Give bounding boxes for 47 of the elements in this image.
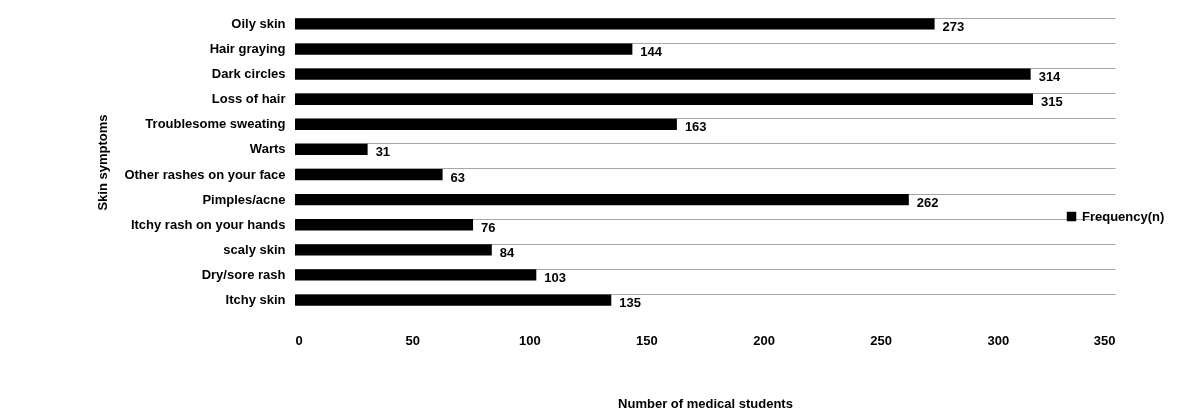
bar bbox=[295, 118, 677, 130]
bar bbox=[295, 294, 612, 306]
x-tick-label: 0 bbox=[295, 332, 303, 348]
y-tick-label: Dry/sore rash bbox=[201, 266, 286, 282]
x-tick-label: 100 bbox=[518, 332, 541, 348]
data-label: 315 bbox=[1041, 94, 1063, 110]
y-axis-title: Skin symptoms bbox=[95, 114, 111, 211]
y-tick-label: scaly skin bbox=[223, 241, 286, 257]
y-tick-label: Itchy skin bbox=[225, 292, 286, 308]
data-label: 262 bbox=[916, 194, 939, 210]
x-tick-label: 50 bbox=[405, 332, 420, 348]
y-tick-label: Troublesome sweating bbox=[145, 116, 286, 132]
data-label: 135 bbox=[619, 295, 641, 311]
data-label: 144 bbox=[640, 44, 663, 60]
bar bbox=[295, 168, 443, 181]
x-tick-label: 300 bbox=[987, 332, 1010, 348]
bar bbox=[295, 93, 1033, 105]
y-tick-label: Other rashes on your face bbox=[124, 166, 286, 182]
data-label: 273 bbox=[942, 18, 965, 34]
data-label: 103 bbox=[544, 269, 567, 285]
y-tick-label: Itchy rash on your hands bbox=[130, 216, 286, 232]
data-label: 76 bbox=[481, 219, 496, 235]
y-tick-label: Loss of hair bbox=[211, 91, 286, 107]
y-tick-label: Dark circles bbox=[211, 66, 286, 82]
bar bbox=[295, 194, 909, 206]
bar bbox=[295, 43, 633, 55]
x-tick-label: 150 bbox=[636, 332, 658, 348]
y-tick-label: Warts bbox=[249, 141, 286, 157]
data-label: 84 bbox=[499, 244, 516, 260]
bar bbox=[295, 244, 492, 256]
bar bbox=[295, 269, 537, 281]
bar bbox=[295, 68, 1031, 80]
data-label: 163 bbox=[684, 119, 707, 135]
bar bbox=[295, 219, 474, 231]
x-tick-label: 350 bbox=[1093, 332, 1116, 348]
y-tick-label: Oily skin bbox=[231, 15, 286, 31]
y-tick-label: Pimples/acne bbox=[202, 191, 286, 207]
bar bbox=[295, 18, 935, 30]
data-label: 63 bbox=[450, 169, 466, 185]
bar bbox=[295, 143, 368, 156]
y-tick-label: Hair graying bbox=[209, 41, 286, 57]
data-label: 31 bbox=[375, 144, 391, 160]
x-axis-title: Number of medical students bbox=[618, 395, 793, 411]
x-tick-label: 200 bbox=[753, 332, 775, 348]
data-label: 314 bbox=[1038, 69, 1062, 85]
legend-label: Frequency(n) bbox=[1082, 208, 1165, 224]
x-tick-label: 250 bbox=[870, 332, 893, 348]
